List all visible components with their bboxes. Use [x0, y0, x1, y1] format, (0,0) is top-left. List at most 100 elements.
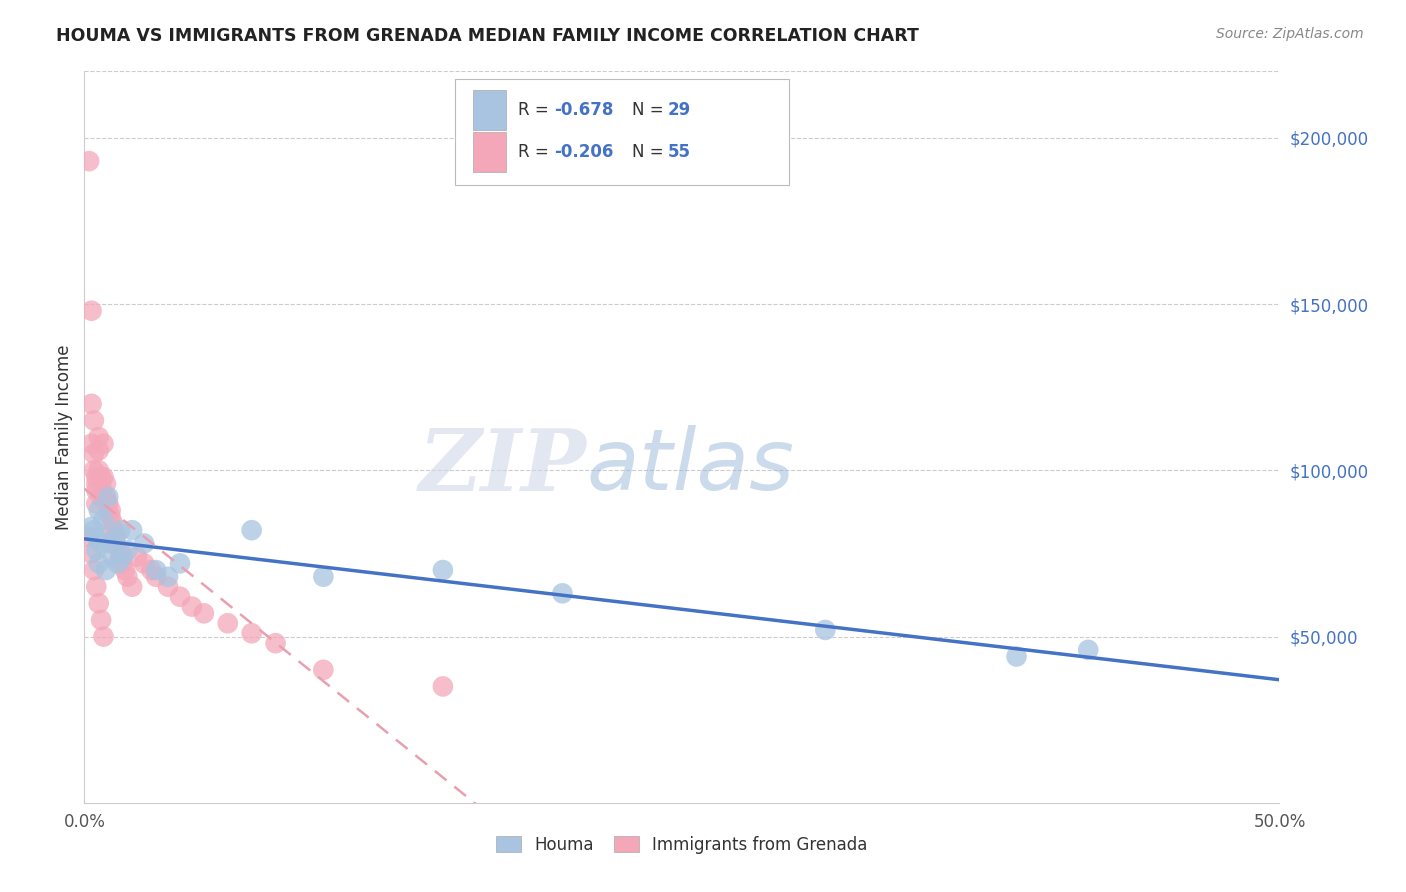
Point — [814, 623, 837, 637]
Point — [93, 470, 115, 484]
Point — [86, 483, 108, 498]
Point — [90, 490, 112, 504]
Point — [97, 490, 120, 504]
Point — [87, 503, 110, 517]
Point — [111, 557, 134, 571]
Point — [432, 563, 454, 577]
Point — [90, 613, 112, 627]
Point — [87, 557, 110, 571]
Point — [110, 523, 132, 537]
FancyBboxPatch shape — [472, 132, 506, 172]
Point — [83, 563, 105, 577]
Point — [157, 570, 180, 584]
Point — [97, 497, 120, 511]
Point — [86, 476, 108, 491]
Point — [86, 530, 108, 544]
Point — [111, 549, 134, 564]
Point — [264, 636, 287, 650]
Point — [117, 543, 139, 558]
Point — [87, 443, 110, 458]
Point — [87, 430, 110, 444]
Point — [181, 599, 204, 614]
Point — [193, 607, 215, 621]
Point — [110, 543, 132, 558]
Point — [97, 507, 120, 521]
Point — [77, 154, 100, 169]
Point — [101, 549, 124, 564]
Point — [94, 476, 117, 491]
Point — [86, 580, 108, 594]
Text: R =: R = — [519, 143, 554, 161]
Point — [101, 523, 124, 537]
Point — [83, 523, 105, 537]
FancyBboxPatch shape — [472, 90, 506, 130]
Text: -0.206: -0.206 — [554, 143, 613, 161]
Point — [86, 497, 108, 511]
Point — [80, 546, 103, 560]
Point — [145, 570, 167, 584]
Point — [83, 463, 105, 477]
Point — [551, 586, 574, 600]
Point — [240, 523, 263, 537]
Point — [240, 626, 263, 640]
Text: atlas: atlas — [586, 425, 794, 508]
Point — [141, 563, 163, 577]
FancyBboxPatch shape — [456, 78, 790, 185]
Point — [87, 596, 110, 610]
Point — [83, 413, 105, 427]
Point — [169, 557, 191, 571]
Point — [93, 436, 115, 450]
Point — [100, 503, 122, 517]
Text: 55: 55 — [668, 143, 690, 161]
Point — [83, 447, 105, 461]
Text: HOUMA VS IMMIGRANTS FROM GRENADA MEDIAN FAMILY INCOME CORRELATION CHART: HOUMA VS IMMIGRANTS FROM GRENADA MEDIAN … — [56, 27, 920, 45]
Text: -0.678: -0.678 — [554, 101, 613, 120]
Text: ZIP: ZIP — [419, 425, 586, 508]
Point — [1077, 643, 1099, 657]
Point — [1005, 649, 1028, 664]
Point — [90, 480, 112, 494]
Point — [114, 563, 136, 577]
Text: N =: N = — [631, 101, 669, 120]
Point — [80, 520, 103, 534]
Point — [87, 463, 110, 477]
Point — [157, 580, 180, 594]
Point — [217, 616, 239, 631]
Point — [100, 509, 122, 524]
Point — [100, 536, 122, 550]
Point — [145, 563, 167, 577]
Point — [94, 563, 117, 577]
Point — [110, 549, 132, 564]
Point — [80, 436, 103, 450]
Point — [93, 513, 115, 527]
Point — [86, 470, 108, 484]
Point — [121, 580, 143, 594]
Point — [80, 397, 103, 411]
Text: Source: ZipAtlas.com: Source: ZipAtlas.com — [1216, 27, 1364, 41]
Point — [169, 590, 191, 604]
Point — [312, 663, 335, 677]
Point — [312, 570, 335, 584]
Point — [104, 530, 127, 544]
Point — [121, 523, 143, 537]
Point — [80, 303, 103, 318]
Point — [132, 557, 156, 571]
Point — [86, 543, 108, 558]
Point — [104, 530, 127, 544]
Point — [125, 549, 148, 564]
Point — [432, 680, 454, 694]
Text: R =: R = — [519, 101, 554, 120]
Y-axis label: Median Family Income: Median Family Income — [55, 344, 73, 530]
Point — [117, 570, 139, 584]
Point — [94, 490, 117, 504]
Text: N =: N = — [631, 143, 669, 161]
Point — [93, 630, 115, 644]
Point — [107, 557, 129, 571]
Text: 29: 29 — [668, 101, 690, 120]
Point — [90, 536, 112, 550]
Point — [77, 530, 100, 544]
Legend: Houma, Immigrants from Grenada: Houma, Immigrants from Grenada — [489, 829, 875, 860]
Point — [104, 536, 127, 550]
Point — [90, 470, 112, 484]
Point — [132, 536, 156, 550]
